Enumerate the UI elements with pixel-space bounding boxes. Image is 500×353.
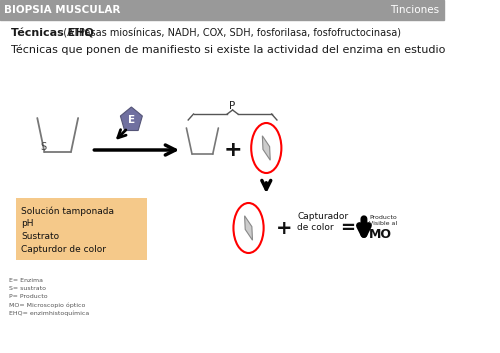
Text: P: P [230, 101, 235, 111]
Text: MO= Microscopio óptico: MO= Microscopio óptico [9, 302, 86, 307]
Text: E: E [128, 115, 135, 125]
Polygon shape [120, 107, 142, 131]
Polygon shape [262, 136, 270, 160]
Text: Técnicas que ponen de manifiesto si existe la actividad del enzima en estudio: Técnicas que ponen de manifiesto si exis… [10, 45, 445, 55]
Text: +: + [224, 140, 242, 160]
Text: (ATPasas miosínicas, NADH, COX, SDH, fosforilasa, fosfofructocinasa): (ATPasas miosínicas, NADH, COX, SDH, fos… [57, 29, 401, 39]
Text: pH: pH [22, 219, 34, 228]
Text: Capturdor de color: Capturdor de color [22, 245, 106, 254]
Text: Producto
Visible al: Producto Visible al [370, 215, 398, 226]
Text: +: + [276, 219, 292, 238]
Bar [0, 0, 444, 20]
Polygon shape [244, 216, 252, 240]
Text: MO: MO [370, 227, 392, 240]
Text: S: S [40, 142, 46, 152]
Text: Técnicas EHQ: Técnicas EHQ [10, 29, 94, 39]
Text: Tinciones: Tinciones [390, 5, 440, 15]
Text: BIOPSIA MUSCULAR: BIOPSIA MUSCULAR [4, 5, 121, 15]
Text: =: = [340, 219, 355, 237]
Text: Capturador
de color: Capturador de color [298, 212, 348, 232]
Text: EHQ= enzimhistoquímica: EHQ= enzimhistoquímica [9, 310, 89, 316]
Bar [16, 198, 148, 260]
Text: Sustrato: Sustrato [22, 232, 60, 241]
Text: E= Enzima: E= Enzima [9, 278, 43, 283]
Text: Solución tamponada: Solución tamponada [22, 206, 114, 215]
Text: S= sustrato: S= sustrato [9, 286, 46, 291]
Text: P= Producto: P= Producto [9, 294, 48, 299]
